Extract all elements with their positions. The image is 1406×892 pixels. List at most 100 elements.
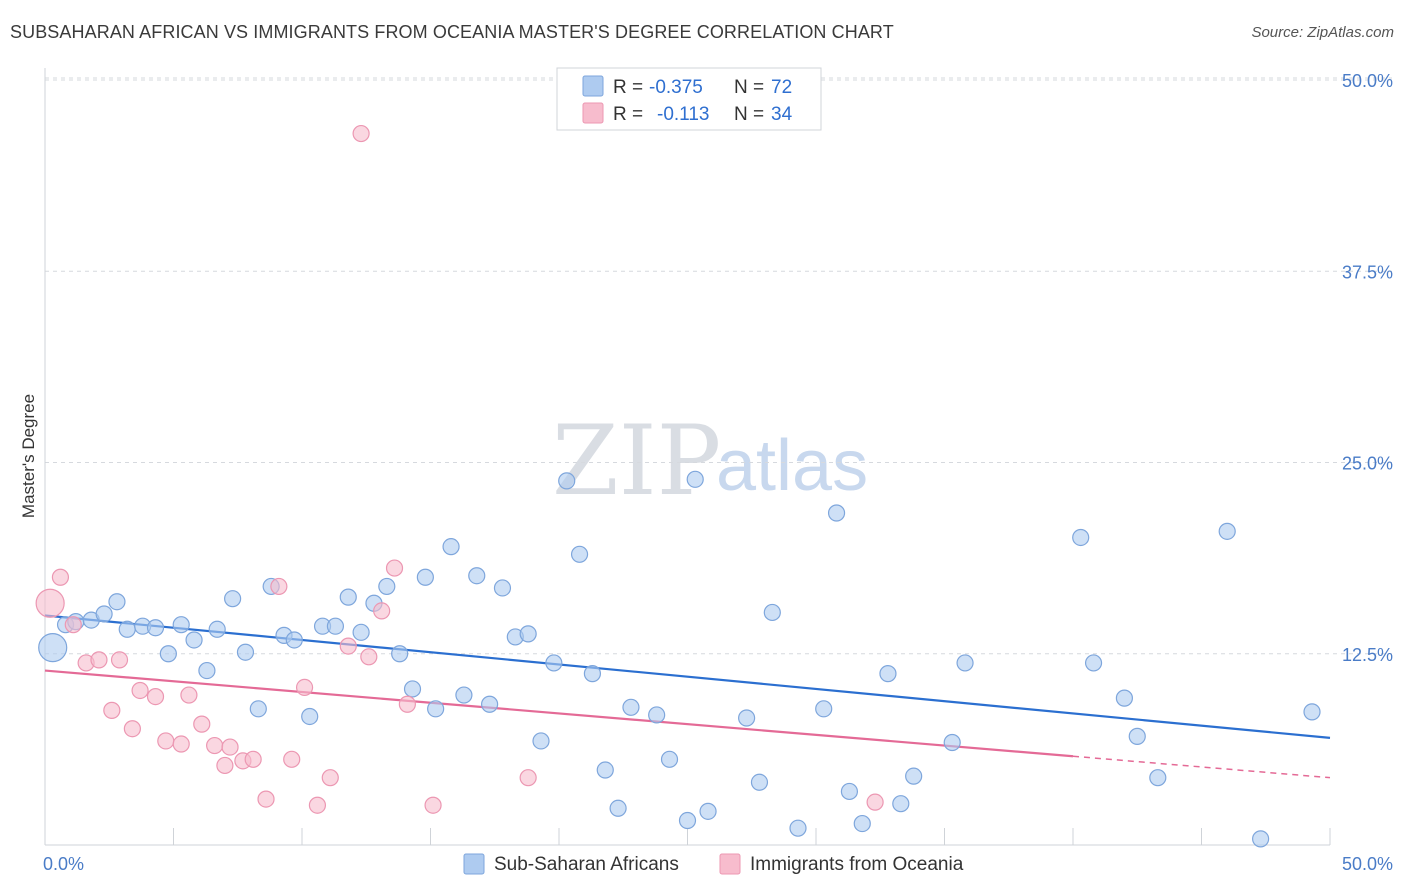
point-sub-saharan — [427, 700, 445, 718]
y-tick-label: 50.0% — [1342, 71, 1393, 91]
point-sub-saharan — [339, 588, 357, 606]
point-sub-saharan — [686, 470, 704, 488]
point-oceania — [157, 732, 175, 750]
x-tick-labels: 0.0% 50.0% — [43, 854, 1393, 874]
point-oceania — [373, 602, 391, 620]
point-sub-saharan — [583, 665, 602, 683]
point-sub-saharan — [596, 761, 614, 779]
point-sub-saharan — [378, 577, 396, 596]
point-oceania — [206, 736, 224, 755]
series-legend: Sub-Saharan Africans Immigrants from Oce… — [463, 853, 964, 875]
point-sub-saharan — [95, 605, 113, 623]
point-oceania — [519, 769, 537, 787]
point-sub-saharan — [326, 617, 345, 635]
point-sub-saharan — [442, 538, 460, 556]
legend-bottom-swatch-pink — [719, 853, 741, 875]
point-oceania — [131, 681, 149, 700]
point-oceania — [35, 588, 65, 618]
point-sub-saharan — [1218, 522, 1236, 540]
point-sub-saharan — [352, 623, 370, 641]
point-sub-saharan — [391, 645, 409, 663]
legend-n-value-1: 72 — [771, 77, 792, 98]
point-sub-saharan — [545, 654, 563, 672]
point-oceania — [64, 616, 82, 634]
source-credit: Source: ZipAtlas.com — [1251, 24, 1394, 41]
watermark: ZIP atlas — [552, 405, 868, 517]
point-oceania — [221, 738, 239, 756]
point-sub-saharan — [648, 706, 666, 724]
point-sub-saharan — [815, 700, 833, 718]
legend-bottom-swatch-blue — [463, 853, 485, 875]
point-oceania — [398, 695, 416, 713]
legend-bottom-label-pink: Immigrants from Oceania — [750, 854, 964, 875]
point-sub-saharan — [38, 633, 68, 663]
x-tick-label-min: 0.0% — [43, 854, 84, 874]
point-sub-saharan — [455, 686, 473, 704]
chart-title: SUBSAHARAN AFRICAN VS IMMIGRANTS FROM OC… — [10, 22, 894, 42]
point-oceania — [295, 678, 314, 697]
point-sub-saharan — [892, 795, 910, 813]
point-sub-saharan — [827, 504, 846, 522]
legend-swatch-blue — [582, 75, 604, 97]
point-sub-saharan — [493, 579, 512, 597]
correlation-legend: R = -0.375 N = 72 R = -0.113 N = 34 — [556, 67, 822, 131]
point-sub-saharan — [236, 643, 255, 661]
y-tick-label: 25.0% — [1342, 454, 1393, 474]
point-sub-saharan — [1149, 769, 1167, 787]
legend-n-label-2: N = — [734, 104, 764, 125]
y-axis-title: Master's Degree — [19, 394, 38, 518]
point-sub-saharan — [146, 619, 165, 637]
point-oceania — [110, 651, 129, 669]
point-oceania — [193, 715, 211, 733]
point-sub-saharan — [172, 616, 190, 634]
y-tick-labels: 12.5% 25.0% 37.5% 50.0% — [1342, 71, 1393, 665]
point-oceania — [352, 124, 370, 143]
point-oceania — [385, 559, 404, 577]
point-sub-saharan — [678, 811, 697, 830]
point-sub-saharan — [943, 733, 961, 752]
point-sub-saharan — [609, 799, 627, 817]
point-sub-saharan — [789, 819, 807, 837]
trend-lines — [44, 614, 1331, 779]
x-tick-label-max: 50.0% — [1342, 854, 1393, 874]
point-oceania — [308, 796, 327, 814]
point-sub-saharan — [1252, 830, 1270, 848]
watermark-atlas: atlas — [716, 426, 868, 506]
data-points — [35, 124, 1321, 848]
point-sub-saharan — [519, 625, 537, 643]
point-oceania — [360, 648, 378, 666]
grid-lines — [45, 77, 1392, 655]
trend-line-oceania — [44, 669, 1074, 758]
point-oceania — [146, 687, 165, 706]
point-oceania — [103, 701, 121, 719]
point-oceania — [216, 756, 234, 775]
point-sub-saharan — [763, 603, 781, 622]
point-sub-saharan — [108, 593, 126, 611]
point-sub-saharan — [159, 645, 177, 663]
point-oceania — [51, 568, 70, 586]
point-sub-saharan — [468, 567, 486, 585]
point-oceania — [123, 720, 141, 738]
point-sub-saharan — [1072, 528, 1090, 547]
point-sub-saharan — [879, 665, 897, 683]
point-sub-saharan — [198, 661, 216, 680]
point-sub-saharan — [532, 732, 550, 750]
y-tick-label: 12.5% — [1342, 645, 1393, 665]
watermark-zip: ZIP — [552, 405, 721, 517]
point-sub-saharan — [699, 802, 717, 820]
point-sub-saharan — [481, 695, 499, 713]
legend-swatch-pink — [582, 102, 604, 124]
point-oceania — [257, 790, 275, 808]
point-sub-saharan — [840, 782, 859, 801]
legend-r-value-2: -0.113 — [657, 104, 709, 125]
point-sub-saharan — [956, 654, 974, 672]
point-sub-saharan — [622, 698, 640, 716]
point-oceania — [90, 651, 108, 669]
point-oceania — [866, 793, 884, 811]
point-sub-saharan — [224, 590, 242, 608]
point-oceania — [270, 577, 288, 596]
legend-r-label-2: R = — [613, 104, 643, 125]
point-sub-saharan — [208, 620, 226, 638]
point-sub-saharan — [301, 707, 319, 726]
point-sub-saharan — [660, 750, 679, 768]
